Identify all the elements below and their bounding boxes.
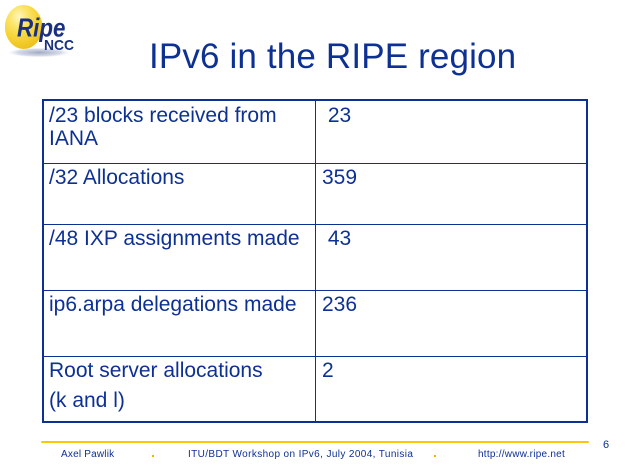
svg-text:NCC: NCC bbox=[44, 37, 74, 54]
svg-text:Ripe: Ripe bbox=[17, 14, 65, 43]
